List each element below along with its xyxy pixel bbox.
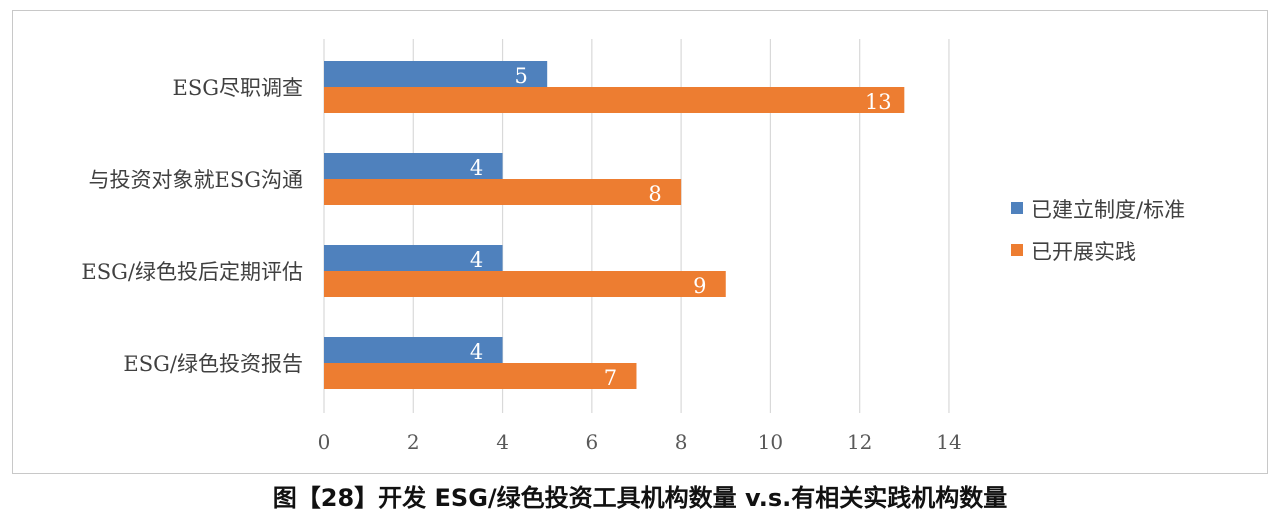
x-tick-label: 12 [847, 430, 872, 454]
data-label: 13 [865, 90, 892, 114]
bar-practice [324, 179, 682, 205]
chart-frame: 5 13 4 8 4 9 4 7 ESG尽职调查与投资对象就ESG沟通 ESG/绿色投后定期评估… [12, 10, 1268, 474]
x-tick-label: 8 [675, 430, 688, 454]
data-label: 8 [648, 182, 661, 206]
category-label: 与投资对象就ESG沟通 [89, 168, 304, 192]
bar-standard [324, 153, 503, 179]
bar-standard [324, 61, 548, 87]
legend-swatch [1011, 202, 1023, 214]
category-label: ESG/绿色投资报告 [123, 352, 303, 376]
bar-standard [324, 337, 503, 363]
data-label: 4 [470, 340, 483, 364]
legend-swatch [1011, 244, 1023, 256]
x-tick-label: 0 [318, 430, 331, 454]
figure-caption: 图【28】开发 ESG/绿色投资工具机构数量 v.s.有相关实践机构数量 [272, 484, 1008, 512]
category-label: ESG尽职调查 [173, 76, 304, 100]
x-tick-label: 4 [496, 430, 509, 454]
x-axis-ticks: 0 2 4 6 8 10 12 14 [318, 430, 962, 454]
x-tick-label: 2 [407, 430, 420, 454]
data-label: 7 [604, 366, 617, 390]
bar-practice [324, 363, 637, 389]
data-label: 4 [470, 248, 483, 272]
legend-label: 已开展实践 [1031, 240, 1136, 264]
data-label: 4 [470, 156, 483, 180]
bar-standard [324, 245, 503, 271]
x-tick-label: 6 [585, 430, 598, 454]
bar-practice [324, 271, 726, 297]
data-label: 5 [515, 64, 528, 88]
bar-practice [324, 87, 905, 113]
x-tick-label: 14 [936, 430, 961, 454]
bars: 5 13 4 8 4 9 4 7 [324, 61, 905, 390]
category-label: ESG/绿色投后定期评估 [81, 260, 303, 284]
data-label: 9 [693, 274, 706, 298]
x-tick-label: 10 [758, 430, 783, 454]
legend-label: 已建立制度/标准 [1031, 198, 1185, 222]
